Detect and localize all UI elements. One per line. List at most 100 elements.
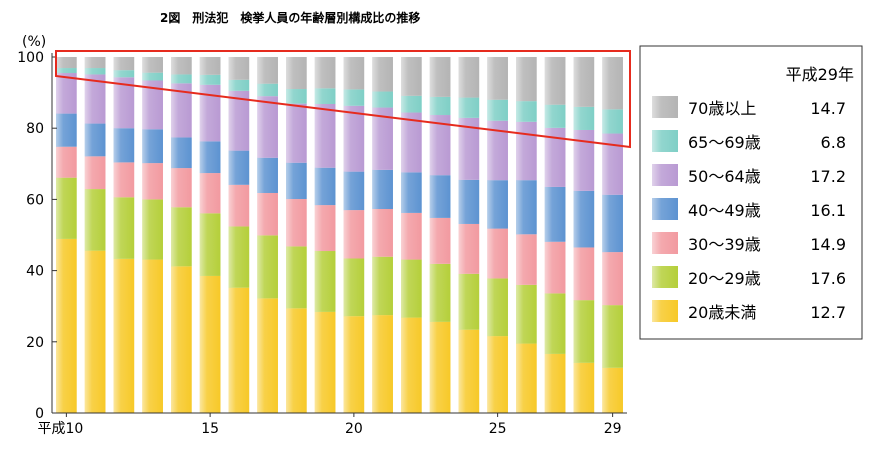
bar-segment-shade (573, 57, 595, 107)
bar-segment-shade (286, 162, 307, 200)
legend-label: 30～39歳 (688, 235, 761, 254)
bar-segment-shade (602, 109, 623, 134)
bar-segment-shade (199, 141, 221, 174)
bar-segment-shade (113, 197, 135, 259)
bar-segment-shade (257, 57, 278, 84)
bar-segment-shade (401, 95, 422, 113)
chart-title: 2図 刑法犯 検挙人員の年齢層別構成比の推移 (160, 10, 420, 25)
bar-segment-shade (487, 228, 508, 279)
bar-segment-shade (314, 167, 336, 206)
y-tick-label: 80 (26, 121, 44, 137)
legend-title: 平成29年 (786, 65, 854, 84)
bar-segment-shade (401, 172, 422, 213)
bar-segment-shade (142, 57, 163, 73)
y-axis-unit-label: (%) (22, 34, 46, 50)
legend-border (639, 45, 863, 340)
bar-segment-shade (487, 120, 508, 181)
legend-label: 20～29歳 (688, 269, 761, 288)
bar-segment-shade (314, 88, 336, 104)
bar-segment-shade (516, 121, 537, 181)
bar-segment-shade (458, 57, 480, 98)
bar-segment-shade (401, 259, 422, 318)
legend-label: 50～64歳 (688, 167, 761, 186)
bar-segment-shade (602, 133, 623, 195)
legend-value: 16.1 (810, 201, 846, 220)
bar-segment-shade (372, 209, 393, 257)
bar-segment-shade (56, 113, 77, 147)
bar-segment-shade (171, 57, 192, 75)
x-tick-label: 29 (604, 421, 622, 437)
bar-segment-shade (516, 180, 537, 235)
bar-segment-shade (401, 57, 422, 96)
bar-segment-shade (286, 199, 307, 247)
bar-segment-shade (257, 298, 278, 413)
bar-segment-shade (171, 74, 192, 84)
bar-segment-shade (314, 57, 336, 89)
bar-segment-shade (516, 284, 537, 344)
bar-segment-shade (343, 210, 365, 259)
bar-segment-shade (171, 266, 192, 413)
bar-segment-shade (487, 57, 508, 100)
bar-segment-shade (372, 256, 393, 316)
bar-segment-shade (429, 115, 451, 176)
bar-segment-shade (199, 84, 221, 142)
bar-segment-shade (199, 173, 221, 214)
bar-segment-shade (573, 300, 595, 363)
x-tick-label: 20 (345, 421, 363, 437)
bar-segment-shade (84, 156, 106, 190)
bar-segment-shade (56, 57, 77, 69)
bar-segment-shade (401, 317, 422, 413)
bar-segment-shade (516, 57, 537, 102)
bar-segment-shade (171, 207, 192, 267)
bar-segment-shade (602, 367, 623, 413)
bar-segment-shade (142, 72, 163, 81)
bar-segment-shade (142, 163, 163, 200)
bar-segment-shade (602, 252, 623, 306)
bar-segment-shade (544, 104, 566, 128)
bar-segment-shade (84, 123, 106, 157)
bar-segment-shade (171, 83, 192, 138)
bar-segment-shade (573, 247, 595, 301)
bar-segment-shade (286, 103, 307, 163)
legend-value: 14.7 (810, 99, 846, 118)
bar-segment-shade (228, 226, 250, 288)
bar-segment-shade (458, 97, 480, 118)
legend-swatch-shade (652, 164, 678, 186)
bar-segment-shade (458, 117, 480, 180)
legend-value: 17.2 (810, 167, 846, 186)
bar-segment-shade (343, 316, 365, 413)
bar-segment-shade (343, 105, 365, 172)
bar-segment-shade (487, 278, 508, 337)
legend-swatch-shade (652, 130, 678, 152)
bar-segment-shade (343, 171, 365, 211)
legend-swatch-shade (652, 96, 678, 118)
bar-segment-shade (142, 80, 163, 130)
bar-segment-shade (372, 107, 393, 170)
bar-segment-shade (573, 106, 595, 130)
bar-segment-shade (602, 194, 623, 253)
bar-segment-shade (516, 234, 537, 285)
bar-segment-shade (314, 103, 336, 168)
bar-segment-shade (113, 57, 135, 71)
bar-segment-shade (228, 90, 250, 151)
bar-segment-shade (113, 128, 135, 163)
bar-segment-shade (544, 57, 566, 105)
x-tick-label: 平成10 (37, 421, 83, 437)
bar-segment-shade (573, 129, 595, 191)
highlight-frame (55, 50, 631, 149)
bar-segment-shade (56, 68, 77, 74)
bar-segment-shade (487, 99, 508, 121)
bar-segment-shade (544, 293, 566, 354)
bar-segment-shade (429, 263, 451, 322)
legend: 平成29年 70歳以上 14.7 65～69歳 6.8 50～64歳 17.2 40～49歳… (639, 45, 863, 340)
bar-segment-shade (458, 179, 480, 224)
legend-swatch-shade (652, 266, 678, 288)
bar-segment-shade (372, 169, 393, 210)
bar-segment-shade (113, 258, 135, 413)
bar-segment-shade (429, 217, 451, 264)
bar-segment-shade (372, 315, 393, 413)
bar-segment-shade (314, 205, 336, 252)
y-tick-label: 100 (17, 50, 44, 66)
legend-label: 70歳以上 (688, 99, 756, 118)
bar-segment-shade (429, 175, 451, 218)
